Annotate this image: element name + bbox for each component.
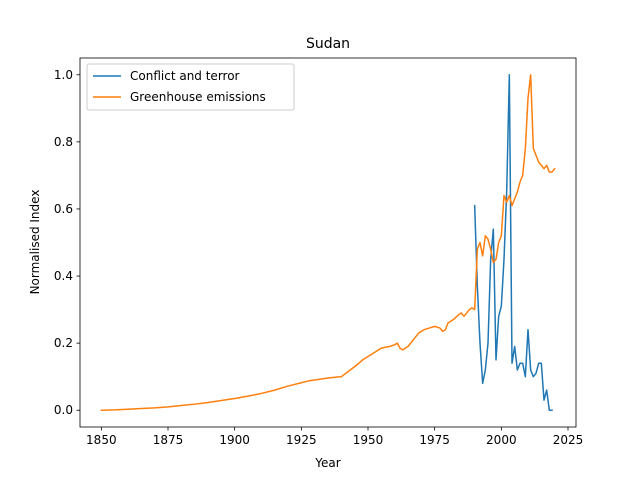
legend: Conflict and terror Greenhouse emissions xyxy=(86,63,295,111)
y-tick-label: 0.4 xyxy=(54,269,73,283)
x-tick-label: 2025 xyxy=(553,433,584,447)
legend-box xyxy=(86,63,295,111)
y-axis-label: Normalised Index xyxy=(28,190,42,295)
y-tick-label: 0.8 xyxy=(54,135,73,149)
x-tick-label: 1925 xyxy=(286,433,317,447)
x-tick-label: 1850 xyxy=(86,433,117,447)
series-line-1 xyxy=(100,74,556,411)
plot-area xyxy=(100,74,556,411)
x-tick-label: 1900 xyxy=(219,433,250,447)
series-line-0 xyxy=(473,74,553,411)
legend-label-0: Conflict and terror xyxy=(130,69,240,83)
legend-label-1: Greenhouse emissions xyxy=(130,90,266,104)
x-axis-label: Year xyxy=(314,456,340,470)
y-tick-label: 0.2 xyxy=(54,336,73,350)
y-tick-label: 0.0 xyxy=(54,403,73,417)
chart-title: Sudan xyxy=(306,36,350,52)
y-tick-label: 0.6 xyxy=(54,202,73,216)
axes: 1850 1875 1900 1925 1950 1975 2000 2025 0.0 0.2 0.… xyxy=(54,57,584,447)
x-tick-label: 1950 xyxy=(353,433,384,447)
x-tick-label: 2000 xyxy=(486,433,517,447)
x-tick-label: 1875 xyxy=(153,433,184,447)
y-tick-label: 1.0 xyxy=(54,68,73,82)
axes-frame xyxy=(79,57,577,428)
x-tick-label: 1975 xyxy=(419,433,450,447)
